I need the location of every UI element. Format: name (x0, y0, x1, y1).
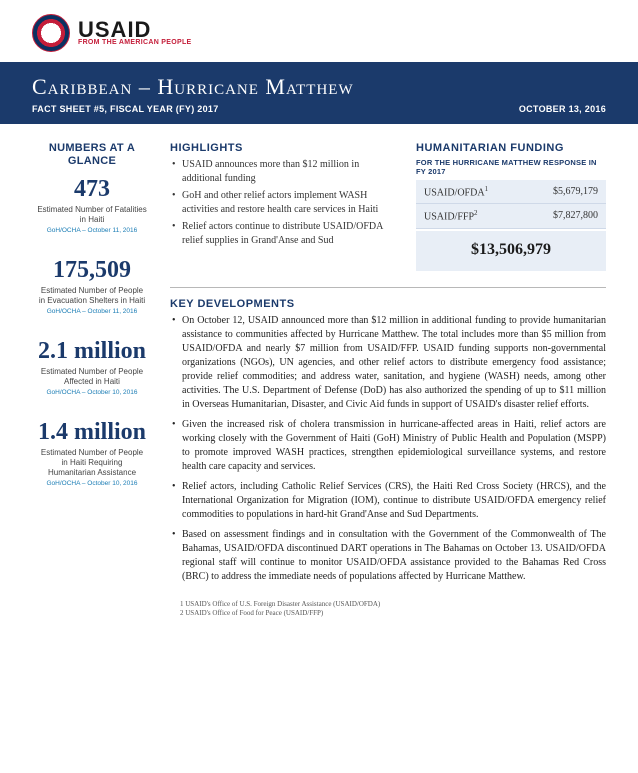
funding-row: USAID/FFP2 $7,827,800 (416, 204, 606, 228)
doc-title: Caribbean – Hurricane Matthew (32, 74, 606, 100)
content-columns: NUMBERS AT A GLANCE 473 Estimated Number… (0, 124, 638, 594)
footnote-ref: 2 (474, 209, 478, 217)
highlight-item: GoH and other relief actors implement WA… (172, 189, 400, 216)
logo-main: USAID (78, 20, 192, 40)
logo-sub: FROM THE AMERICAN PEOPLE (78, 39, 192, 46)
doc-date: OCTOBER 13, 2016 (519, 104, 606, 114)
funding-label-text: USAID/FFP (424, 212, 474, 223)
title-banner: Caribbean – Hurricane Matthew FACT SHEET… (0, 62, 638, 124)
highlights-heading: HIGHLIGHTS (170, 142, 400, 154)
stat-source: GoH/OCHA – October 11, 2016 (32, 308, 152, 315)
stat-value: 2.1 million (32, 339, 152, 363)
funding-total: $13,506,979 (416, 231, 606, 271)
key-dev-item: On October 12, USAID announced more than… (172, 314, 606, 412)
funding-label: USAID/OFDA1 (416, 180, 524, 204)
top-row: HIGHLIGHTS USAID announces more than $12… (170, 142, 606, 271)
stat-label: Estimated Number of People in Haiti Requ… (37, 448, 147, 478)
stat-value: 175,509 (32, 258, 152, 282)
funding-row: USAID/OFDA1 $5,679,179 (416, 180, 606, 204)
funding-heading: HUMANITARIAN FUNDING (416, 142, 606, 154)
section-divider (170, 287, 606, 288)
highlights-section: HIGHLIGHTS USAID announces more than $12… (170, 142, 400, 271)
usaid-seal-icon (32, 14, 70, 52)
footnotes: 1 USAID's Office of U.S. Foreign Disaste… (0, 594, 638, 617)
footnote-ref: 1 (485, 185, 489, 193)
key-dev-item: Based on assessment findings and in cons… (172, 528, 606, 584)
highlights-list: USAID announces more than $12 million in… (170, 158, 400, 247)
footnote: 1 USAID's Office of U.S. Foreign Disaste… (180, 600, 606, 608)
stat-value: 473 (32, 177, 152, 201)
highlight-item: Relief actors continue to distribute USA… (172, 220, 400, 247)
funding-amount: $5,679,179 (524, 180, 606, 204)
stat-source: GoH/OCHA – October 10, 2016 (32, 480, 152, 487)
key-dev-list: On October 12, USAID announced more than… (170, 314, 606, 584)
stat-label: Estimated Number of People in Evacuation… (37, 286, 147, 306)
key-dev-item: Given the increased risk of cholera tran… (172, 418, 606, 474)
banner-meta-row: FACT SHEET #5, FISCAL YEAR (FY) 2017 OCT… (32, 104, 606, 114)
highlight-item: USAID announces more than $12 million in… (172, 158, 400, 185)
numbers-at-a-glance: NUMBERS AT A GLANCE 473 Estimated Number… (32, 142, 152, 590)
stat-value: 1.4 million (32, 420, 152, 444)
logo-header: USAID FROM THE AMERICAN PEOPLE (0, 0, 638, 62)
stat-label: Estimated Number of People Affected in H… (37, 367, 147, 387)
doc-subtitle: FACT SHEET #5, FISCAL YEAR (FY) 2017 (32, 104, 219, 114)
stat-label: Estimated Number of Fatalities in Haiti (37, 205, 147, 225)
main-column: HIGHLIGHTS USAID announces more than $12… (170, 142, 606, 590)
page: USAID FROM THE AMERICAN PEOPLE Caribbean… (0, 0, 638, 628)
stat-block: 175,509 Estimated Number of People in Ev… (32, 258, 152, 315)
stat-source: GoH/OCHA – October 10, 2016 (32, 389, 152, 396)
funding-amount: $7,827,800 (524, 204, 606, 228)
funding-label-text: USAID/OFDA (424, 187, 485, 198)
funding-subheading: FOR THE HURRICANE MATTHEW RESPONSE IN FY… (416, 158, 606, 176)
funding-label: USAID/FFP2 (416, 204, 524, 228)
funding-table: USAID/OFDA1 $5,679,179 USAID/FFP2 $7,827… (416, 180, 606, 229)
stat-source: GoH/OCHA – October 11, 2016 (32, 227, 152, 234)
key-dev-item: Relief actors, including Catholic Relief… (172, 480, 606, 522)
stat-block: 1.4 million Estimated Number of People i… (32, 420, 152, 487)
footnote: 2 USAID's Office of Food for Peace (USAI… (180, 609, 606, 617)
stat-block: 473 Estimated Number of Fatalities in Ha… (32, 177, 152, 234)
stat-block: 2.1 million Estimated Number of People A… (32, 339, 152, 396)
logo-text: USAID FROM THE AMERICAN PEOPLE (78, 20, 192, 47)
funding-section: HUMANITARIAN FUNDING FOR THE HURRICANE M… (416, 142, 606, 271)
key-dev-heading: KEY DEVELOPMENTS (170, 298, 606, 310)
nag-heading: NUMBERS AT A GLANCE (32, 142, 152, 167)
